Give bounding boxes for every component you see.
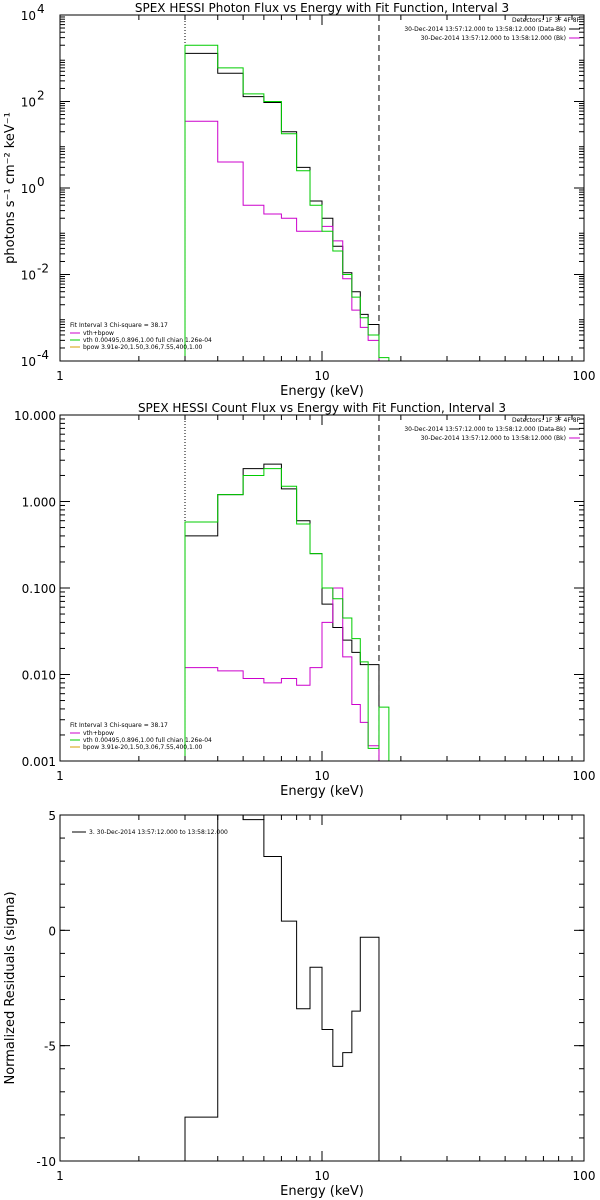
residuals-panel: 1 10 100 -10 -5 0 5 Energy (keV) Normalized Resi… (3, 809, 595, 1199)
count-flux-series-background (184, 587, 389, 761)
photon-flux-x-tick-label: 1 (56, 369, 64, 383)
photon-flux-x-tick-label: 100 (573, 369, 596, 383)
photon-flux-panel: SPEX HESSI Photon Flux vs Energy with Fi… (3, 1, 595, 399)
photon-flux-y-tick-label: 10 (21, 355, 36, 369)
photon-flux-y-tick-label: 10 (21, 269, 36, 283)
photon-flux-y-tick-exponent: -4 (37, 348, 49, 362)
count-flux-fit-legend-header: Fit Interval 3 Chi-square = 38.17 (70, 722, 168, 729)
photon-flux-legend-header: Detectors: 1F 3F 4F 8F (512, 17, 581, 24)
residuals-y-tick-label: 5 (48, 809, 56, 823)
residuals-x-axis-label: Energy (keV) (280, 1184, 364, 1199)
photon-flux-series-background (184, 120, 389, 361)
photon-flux-title: SPEX HESSI Photon Flux vs Energy with Fi… (135, 1, 509, 15)
count-flux-fit-legend-item: bpow 3.91e-20,1.50,3.06,7.55,400,1.00 (83, 744, 203, 751)
residuals-y-tick-label: -5 (44, 1040, 56, 1054)
count-flux-x-axis-label: Energy (keV) (280, 784, 364, 799)
count-flux-y-tick-label: 10.000 (14, 409, 56, 423)
count-flux-panel: SPEX HESSI Count Flux vs Energy with Fit… (14, 401, 595, 799)
photon-flux-fit-legend-item: bpow 3.91e-20,1.50,3.06,7.55,400,1.00 (83, 344, 203, 351)
count-flux-plot: 1 10 100 0.001 0.010 0.100 1.000 10.000 Energy (… (14, 409, 595, 799)
photon-flux-series-fit (184, 44, 390, 361)
photon-flux-y-tick-exponent: 4 (37, 2, 45, 16)
count-flux-title: SPEX HESSI Count Flux vs Energy with Fit… (138, 401, 506, 415)
photon-flux-x-tick-label: 10 (314, 369, 329, 383)
count-flux-x-tick-label: 1 (56, 769, 64, 783)
photon-flux-y-tick-exponent: 0 (37, 175, 45, 189)
photon-flux-fit-legend-header: Fit Interval 3 Chi-square = 38.17 (70, 322, 168, 329)
residuals-legend-item: 3. 30-Dec-2014 13:57:12.000 to 13:58:12.… (89, 829, 228, 836)
count-flux-y-tick-label: 0.010 (22, 669, 56, 683)
photon-flux-legend-item: 30-Dec-2014 13:57:12.000 to 13:58:12.000… (404, 26, 566, 33)
photon-flux-y-tick-label: 10 (21, 9, 36, 23)
count-flux-y-tick-label: 1.000 (22, 496, 56, 510)
photon-flux-series-group (184, 44, 390, 361)
residuals-y-tick-label: -10 (36, 1155, 56, 1169)
photon-flux-x-axis-label: Energy (keV) (280, 384, 364, 399)
residuals-series-group (184, 815, 380, 1161)
photon-flux-fit-legend-item: vth+bpow (83, 330, 114, 337)
residuals-plot: 1 10 100 -10 -5 0 5 Energy (keV) Normalized Resi… (3, 809, 595, 1199)
photon-flux-legend-item: 30-Dec-2014 13:57:12.000 to 13:58:12.000… (421, 35, 566, 42)
photon-flux-series-data (184, 52, 380, 361)
photon-flux-y-tick-exponent: 2 (37, 89, 45, 103)
photon-flux-y-tick-label: 10 (21, 96, 36, 110)
photon-flux-y-axis-label: photons s⁻¹ cm⁻² keV⁻¹ (3, 112, 18, 264)
residuals-y-tick-label: 0 (48, 924, 56, 938)
count-flux-y-tick-label: 0.001 (22, 755, 56, 769)
count-flux-series-group (184, 463, 390, 761)
count-flux-legend-item: 30-Dec-2014 13:57:12.000 to 13:58:12.000… (421, 435, 566, 442)
count-flux-legend-header: Detectors: 1F 3F 4F 8F (512, 417, 581, 424)
count-flux-x-tick-label: 10 (314, 769, 329, 783)
photon-flux-y-tick-label: 10 (21, 182, 36, 196)
count-flux-fit-legend-item: vth+bpow (83, 730, 114, 737)
residuals-x-tick-label: 10 (314, 1169, 329, 1183)
count-flux-legend-item: 30-Dec-2014 13:57:12.000 to 13:58:12.000… (404, 426, 566, 433)
photon-flux-fit-legend-item: vth 0.00495,0.896,1.00 full chian 1.26e-… (83, 337, 212, 344)
count-flux-series-data (184, 463, 380, 761)
photon-flux-y-tick-exponent: -2 (37, 262, 49, 276)
residuals-x-tick-label: 100 (573, 1169, 596, 1183)
count-flux-x-tick-label: 100 (573, 769, 596, 783)
count-flux-y-tick-label: 0.100 (22, 582, 56, 596)
residuals-series-residuals (184, 815, 380, 1161)
photon-flux-axes-box (59, 14, 585, 362)
residuals-x-tick-label: 1 (56, 1169, 64, 1183)
residuals-y-axis-label: Normalized Residuals (sigma) (3, 891, 18, 1084)
count-flux-fit-legend-item: vth 0.00495,0.896,1.00 full chian 1.26e-… (83, 737, 212, 744)
count-flux-series-fit (184, 468, 390, 761)
